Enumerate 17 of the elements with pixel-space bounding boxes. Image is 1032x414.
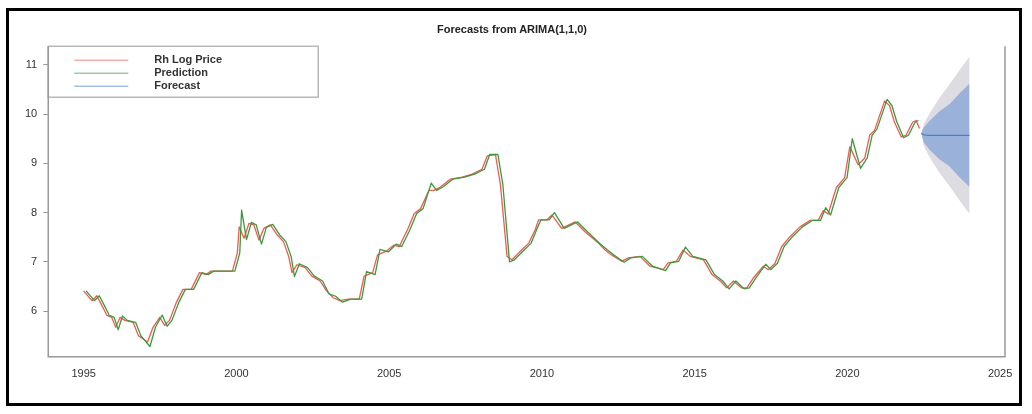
y-tick-label: 8 [31, 205, 38, 218]
x-tick-label: 2015 [682, 367, 707, 380]
legend-label: Forecast [154, 79, 201, 92]
x-tick-label: 2025 [987, 367, 1013, 380]
y-tick-label: 7 [31, 254, 38, 267]
x-tick-label: 2020 [835, 367, 860, 380]
legend-label: Rh Log Price [154, 53, 223, 66]
x-tick-label: 1995 [71, 367, 96, 380]
x-tick-label: 2000 [224, 367, 249, 380]
y-tick-label: 11 [25, 57, 38, 70]
x-tick-label: 2010 [529, 367, 555, 380]
y-tick-label: 9 [31, 156, 38, 169]
y-tick-label: 6 [31, 304, 38, 317]
x-tick-label: 2005 [376, 367, 402, 380]
legend-label: Prediction [154, 66, 209, 79]
chart-title: Forecasts from ARIMA(1,1,0) [437, 22, 588, 35]
y-tick-label: 10 [24, 107, 38, 120]
